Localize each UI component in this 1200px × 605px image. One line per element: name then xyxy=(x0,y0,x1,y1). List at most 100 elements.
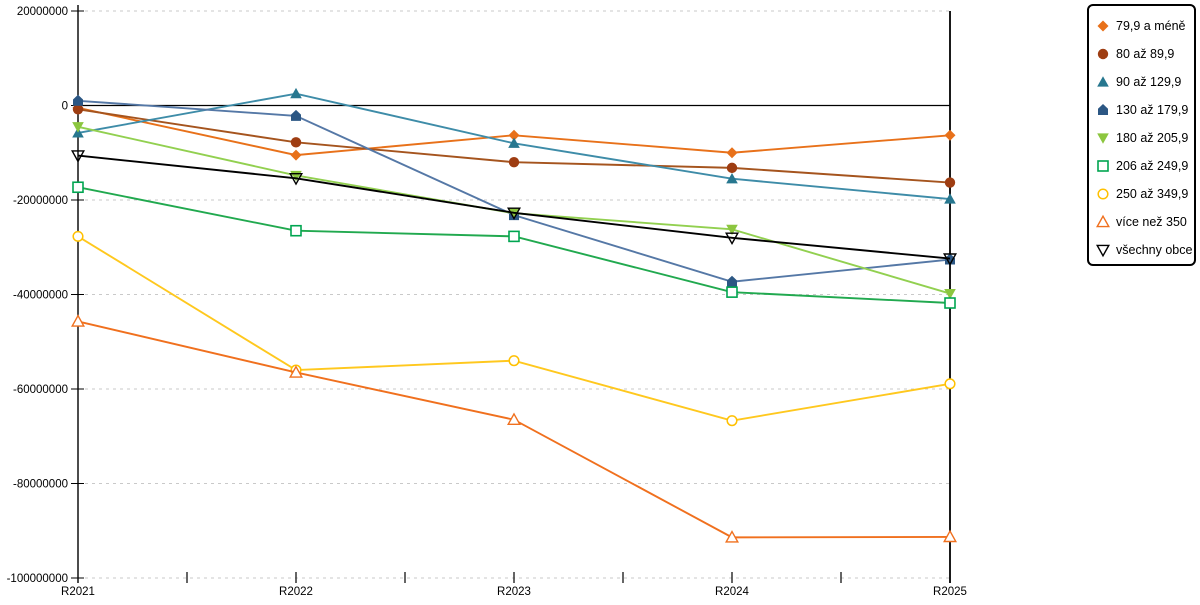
legend-item-5: 180 až 205,9 xyxy=(1095,124,1194,152)
data-point-marker xyxy=(1098,104,1108,115)
legend-item-8: více než 350 xyxy=(1095,208,1194,236)
data-point-marker xyxy=(726,147,738,159)
series-line xyxy=(77,235,951,422)
data-point-marker xyxy=(945,253,955,265)
data-point-marker xyxy=(508,137,520,148)
data-point-marker xyxy=(726,286,738,298)
data-point-marker xyxy=(726,162,738,174)
triangle-down-open-legend-icon xyxy=(1096,244,1110,258)
data-point-marker xyxy=(289,172,303,186)
legend-item-1: 79,9 a méně xyxy=(1095,12,1194,40)
data-point-marker xyxy=(944,177,956,188)
circle-legend-icon xyxy=(1097,48,1109,60)
data-point-marker xyxy=(1097,133,1109,144)
circle-open-legend-icon xyxy=(1097,188,1109,200)
data-point-marker xyxy=(507,207,521,220)
data-point-marker xyxy=(290,137,302,148)
series-4 xyxy=(73,94,955,287)
series-9 xyxy=(71,150,957,266)
series-3 xyxy=(72,87,956,204)
chart-svg: 20000000 0 -20000000 -40000000 -60000000 -800… xyxy=(7,5,967,598)
data-point-marker xyxy=(508,355,520,367)
series-line xyxy=(77,154,951,260)
data-point-marker xyxy=(290,224,302,237)
data-point-marker xyxy=(508,157,520,168)
x-axis-label: R2023 xyxy=(497,586,531,598)
pentagon-legend-icon xyxy=(1098,104,1108,115)
legend-label: 206 až 249,9 xyxy=(1116,159,1189,173)
data-point-marker xyxy=(508,129,520,141)
data-point-marker xyxy=(290,149,302,161)
data-point-marker xyxy=(726,415,738,427)
series-8 xyxy=(71,314,957,543)
triangle-down-legend-icon xyxy=(1097,133,1109,144)
data-point-marker xyxy=(1096,214,1110,228)
data-point-marker xyxy=(1097,160,1109,172)
legend-label: 180 až 205,9 xyxy=(1116,131,1189,145)
data-point-marker xyxy=(944,378,956,390)
data-point-marker xyxy=(943,529,957,543)
data-point-marker xyxy=(508,208,520,220)
series-6 xyxy=(72,181,956,309)
data-point-marker xyxy=(944,129,956,141)
series-7 xyxy=(72,230,956,427)
legend-item-9: všechny obce xyxy=(1095,236,1194,264)
square-open-legend-icon xyxy=(1097,160,1109,172)
y-axis-label: -80000000 xyxy=(13,479,68,491)
series-line xyxy=(77,320,951,539)
data-point-marker xyxy=(507,412,521,426)
data-point-marker xyxy=(1096,244,1110,258)
data-point-marker xyxy=(944,297,956,309)
data-point-marker xyxy=(72,104,84,115)
x-axis-label: R2024 xyxy=(715,586,749,598)
y-axis-label: -20000000 xyxy=(13,195,68,207)
data-point-marker xyxy=(508,230,520,243)
legend-label: 79,9 a méně xyxy=(1116,19,1186,33)
legend-label: 80 až 89,9 xyxy=(1116,47,1175,61)
data-point-marker xyxy=(72,181,84,194)
legend-item-2: 80 až 89,9 xyxy=(1095,40,1194,68)
data-point-marker xyxy=(727,275,737,287)
data-point-marker xyxy=(1097,76,1109,87)
data-point-marker xyxy=(944,288,956,300)
data-point-marker xyxy=(291,109,301,121)
data-point-marker xyxy=(1097,188,1109,200)
series-1 xyxy=(72,102,956,161)
diamond-legend-icon xyxy=(1097,20,1109,32)
y-axis-label: -100000000 xyxy=(7,573,68,585)
x-axis-label: R2021 xyxy=(61,586,95,598)
legend-label: 250 až 349,9 xyxy=(1116,187,1189,201)
legend-item-6: 206 až 249,9 xyxy=(1095,152,1194,180)
legend: 79,9 a méně 80 až 89,9 90 až 129,9 130 až 1… xyxy=(1087,4,1196,266)
data-point-marker xyxy=(289,365,303,378)
legend-item-7: 250 až 349,9 xyxy=(1095,180,1194,208)
data-point-marker xyxy=(1097,20,1109,32)
series-line xyxy=(77,186,951,304)
data-point-marker xyxy=(943,253,957,266)
series-2 xyxy=(72,104,956,188)
data-point-marker xyxy=(725,530,739,543)
data-point-marker xyxy=(72,230,84,242)
data-point-marker xyxy=(290,87,302,99)
y-axis-label: -40000000 xyxy=(13,290,68,302)
legend-label: 130 až 179,9 xyxy=(1116,103,1189,117)
legend-label: 90 až 129,9 xyxy=(1116,75,1182,89)
y-axis-label: 0 xyxy=(62,101,68,113)
y-axis-label: -60000000 xyxy=(13,384,68,396)
y-axis-label: 20000000 xyxy=(17,6,68,18)
legend-label: více než 350 xyxy=(1116,215,1187,229)
legend-item-4: 130 až 179,9 xyxy=(1095,96,1194,124)
data-point-marker xyxy=(73,94,83,106)
data-point-marker xyxy=(71,314,85,327)
x-axis-label: R2022 xyxy=(279,586,313,598)
data-point-marker xyxy=(1097,48,1109,60)
legend-label: všechny obce xyxy=(1116,243,1193,257)
x-axis-label: R2025 xyxy=(933,586,967,598)
data-point-marker xyxy=(71,150,85,163)
data-point-marker xyxy=(944,193,956,204)
legend-item-3: 90 až 129,9 xyxy=(1095,68,1194,96)
triangle-up-legend-icon xyxy=(1097,76,1109,87)
data-point-marker xyxy=(725,232,739,246)
data-point-marker xyxy=(72,122,84,133)
